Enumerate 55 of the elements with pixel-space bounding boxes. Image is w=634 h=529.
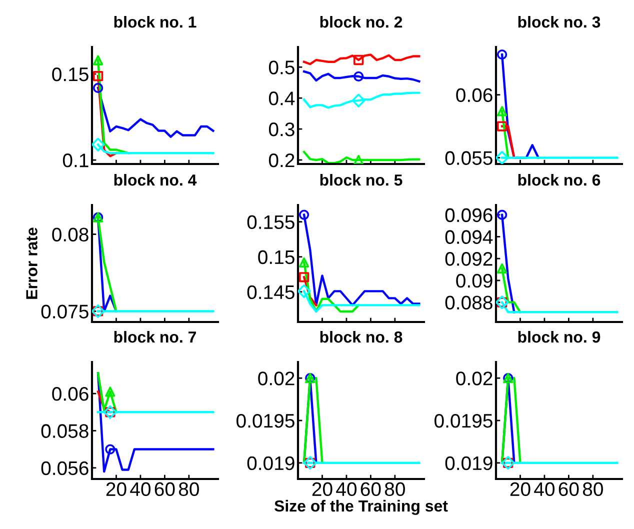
y-tick-label: 0.058 — [41, 424, 88, 438]
x-tick-label: 80 — [582, 482, 603, 496]
y-tick-label: 0.5 — [268, 60, 294, 74]
y-tick-label: 0.096 — [445, 208, 492, 222]
y-tick-label: 0.155 — [247, 215, 294, 230]
y-tick-label: 0.09 — [456, 274, 492, 288]
line-series — [302, 150, 420, 164]
y-tick-label: 0.06 — [456, 88, 492, 102]
x-tick-label: 60 — [154, 482, 175, 496]
y-tick-label: 0.055 — [445, 151, 492, 165]
y-axis-title: Error rate — [26, 228, 38, 299]
y-tick-label: 0.019 — [247, 456, 294, 470]
chart-title: block no. 5 — [320, 174, 402, 186]
y-tick-label: 0.092 — [445, 252, 492, 266]
x-tick-label: 80 — [178, 482, 199, 496]
y-tick-label: 0.3 — [268, 122, 294, 136]
y-tick-label: 0.02 — [258, 372, 294, 386]
x-tick-label: 60 — [558, 482, 579, 496]
y-tick-label: 0.1 — [62, 154, 88, 168]
x-tick-label: 20 — [312, 482, 332, 496]
chart-title: block no. 7 — [114, 330, 196, 343]
x-tick-label: 20 — [106, 482, 126, 496]
y-tick-label: 0.06 — [52, 387, 88, 401]
y-tick-label: 0.056 — [41, 461, 88, 476]
y-tick-label: 0.145 — [247, 285, 294, 300]
y-tick-label: 0.094 — [445, 230, 493, 244]
y-tick-label: 0.4 — [268, 92, 295, 106]
x-tick-label: 20 — [510, 482, 530, 496]
x-axis-title: Size of the Training set — [274, 500, 448, 515]
y-tick-label: 0.08 — [52, 228, 88, 242]
chart-title: block no. 4 — [114, 174, 197, 186]
y-tick-label: 0.15 — [258, 250, 294, 264]
line-series — [302, 92, 420, 109]
x-tick-label: 80 — [384, 482, 405, 496]
x-tick-label: 60 — [360, 482, 381, 496]
chart-title: block no. 1 — [114, 16, 196, 28]
x-tick-label: 40 — [534, 482, 555, 496]
y-tick-label: 0.019 — [445, 456, 492, 470]
line-series — [302, 54, 420, 66]
y-tick-label: 0.02 — [456, 372, 492, 386]
y-tick-label: 0.0195 — [236, 414, 294, 428]
chart-title: block no. 3 — [518, 16, 600, 28]
chart-title: block no. 8 — [320, 330, 402, 343]
x-tick-label: 40 — [130, 482, 151, 496]
line-series — [96, 372, 214, 473]
y-tick-label: 0.088 — [445, 296, 492, 310]
y-tick-label: 0.075 — [41, 304, 88, 318]
y-tick-label: 0.15 — [52, 67, 88, 82]
chart-title: block no. 6 — [518, 174, 600, 186]
line-series — [302, 70, 420, 82]
y-tick-label: 0.2 — [268, 153, 294, 168]
x-tick-label: 40 — [336, 482, 357, 496]
y-tick-label: 0.0195 — [434, 414, 492, 428]
chart-title: block no. 2 — [320, 16, 402, 28]
chart-title: block no. 9 — [518, 330, 600, 343]
